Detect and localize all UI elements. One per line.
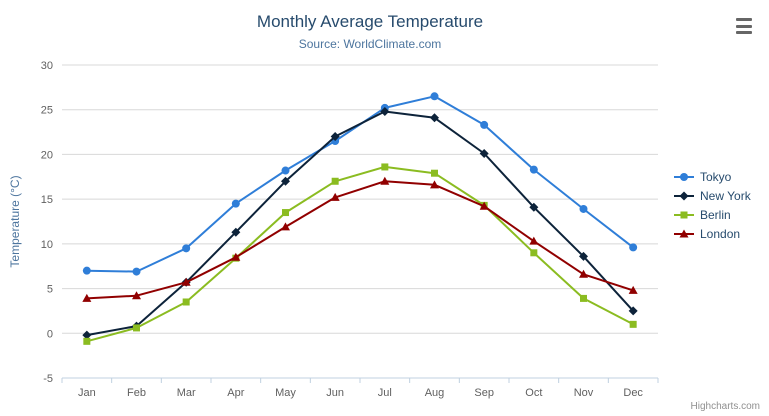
x-axis-label: Feb: [127, 387, 146, 399]
series-marker-tokyo[interactable]: [281, 166, 290, 175]
series-marker-tokyo[interactable]: [629, 243, 638, 252]
series-marker-london[interactable]: [579, 269, 588, 278]
series-marker-berlin[interactable]: [530, 249, 538, 257]
legend-item-london[interactable]: London: [674, 224, 751, 243]
x-axis-label: Jan: [78, 387, 96, 399]
x-axis-label: Oct: [525, 387, 542, 399]
series-line-london[interactable]: [85, 180, 635, 300]
legend-item-berlin[interactable]: Berlin: [674, 205, 751, 224]
series-marker-new-york[interactable]: [82, 330, 92, 340]
series-marker-tokyo[interactable]: [430, 92, 439, 101]
legend-marker-tokyo: [674, 172, 694, 181]
series-marker-new-york[interactable]: [529, 202, 539, 212]
x-axis-label: Mar: [177, 387, 196, 399]
x-axis-labels: Jan Feb Mar Apr May Jun Jul Aug Sep Oct Nov Dec: [78, 387, 643, 399]
y-axis-label: 0: [47, 328, 53, 340]
series-marker-london[interactable]: [529, 236, 539, 245]
series-marker-london[interactable]: [380, 176, 390, 185]
x-axis-ticks: [61, 378, 659, 383]
legend-label: London: [700, 226, 741, 241]
y-axis-label: 15: [41, 194, 53, 206]
hamburger-icon: [736, 31, 752, 34]
series-marker-london[interactable]: [82, 293, 92, 302]
series-marker-london[interactable]: [231, 252, 241, 261]
series-marker-london[interactable]: [430, 180, 439, 189]
y-axis-label: 10: [41, 239, 53, 251]
hamburger-icon: [736, 24, 752, 28]
x-axis-label: Apr: [227, 387, 244, 399]
export-menu-button[interactable]: [736, 18, 756, 34]
series-marker-berlin[interactable]: [381, 163, 389, 171]
series-marker-new-york[interactable]: [281, 176, 290, 186]
series-marker-new-york[interactable]: [380, 107, 390, 117]
legend-label: Tokyo: [700, 169, 732, 184]
series-line-new-york[interactable]: [85, 110, 635, 337]
series-marker-tokyo[interactable]: [231, 199, 240, 208]
y-axis-label: 30: [41, 60, 53, 72]
x-axis-label: Nov: [574, 387, 594, 399]
legend-item-tokyo[interactable]: Tokyo: [674, 167, 751, 186]
x-axis-label: Jun: [326, 387, 344, 399]
series-marker-berlin[interactable]: [182, 298, 190, 306]
y-axis-labels: -5 0 5 10 15 20 25 30: [41, 60, 53, 385]
series-marker-new-york[interactable]: [231, 227, 241, 237]
series-marker-london[interactable]: [628, 285, 638, 294]
series-marker-berlin[interactable]: [133, 324, 140, 332]
series-marker-new-york[interactable]: [479, 149, 489, 159]
x-axis-label: Dec: [623, 387, 643, 399]
series-marker-london[interactable]: [181, 277, 191, 286]
series-marker-tokyo[interactable]: [132, 267, 141, 276]
credits-link[interactable]: Highcharts.com: [690, 401, 760, 412]
y-axis-label: 25: [41, 105, 53, 117]
series-marker-berlin[interactable]: [580, 294, 587, 302]
chart-title: Monthly Average Temperature: [256, 12, 484, 31]
y-axis-label: -5: [43, 373, 53, 385]
x-axis-label: Aug: [425, 387, 445, 399]
x-axis-label: Sep: [474, 387, 494, 399]
series-marker-tokyo[interactable]: [579, 204, 588, 213]
series-london[interactable]: [82, 176, 638, 302]
y-axis-title: Temperature (°C): [8, 175, 22, 267]
series-marker-london[interactable]: [132, 291, 141, 300]
series-marker-berlin[interactable]: [431, 169, 438, 177]
legend-marker-berlin: [674, 211, 694, 218]
series-marker-tokyo[interactable]: [82, 266, 91, 275]
series-marker-new-york[interactable]: [579, 251, 588, 261]
legend-label: Berlin: [700, 207, 731, 222]
series-line-berlin[interactable]: [85, 165, 635, 343]
y-axis-label: 20: [41, 149, 53, 161]
series-marker-berlin[interactable]: [282, 209, 289, 217]
series-marker-berlin[interactable]: [629, 320, 637, 328]
series-marker-tokyo[interactable]: [182, 244, 191, 253]
x-axis-label: Jul: [378, 387, 392, 399]
series-marker-london[interactable]: [479, 201, 489, 210]
series-marker-london[interactable]: [281, 222, 290, 231]
y-axis-label: 5: [47, 284, 53, 296]
series-marker-new-york[interactable]: [628, 306, 638, 316]
y-gridlines: [62, 64, 658, 379]
series-marker-tokyo[interactable]: [529, 165, 538, 174]
series-tokyo[interactable]: [82, 92, 638, 276]
legend-marker-london: [674, 229, 694, 237]
series-marker-berlin[interactable]: [83, 337, 91, 345]
legend-marker-new-york: [674, 191, 694, 200]
series-marker-new-york[interactable]: [430, 113, 439, 123]
hamburger-icon: [736, 18, 752, 21]
legend-label: New York: [700, 188, 751, 203]
x-axis-label: May: [275, 387, 296, 399]
series-line-tokyo[interactable]: [85, 95, 635, 273]
series-new-york[interactable]: [82, 107, 638, 340]
series-marker-berlin[interactable]: [331, 177, 339, 185]
series-marker-new-york[interactable]: [330, 132, 340, 142]
legend: Tokyo New York Berlin London: [674, 167, 751, 243]
series-marker-tokyo[interactable]: [480, 120, 489, 129]
series-marker-london[interactable]: [330, 192, 340, 201]
legend-item-new-york[interactable]: New York: [674, 186, 751, 205]
chart-subtitle: Source: WorldClimate.com: [298, 37, 442, 51]
